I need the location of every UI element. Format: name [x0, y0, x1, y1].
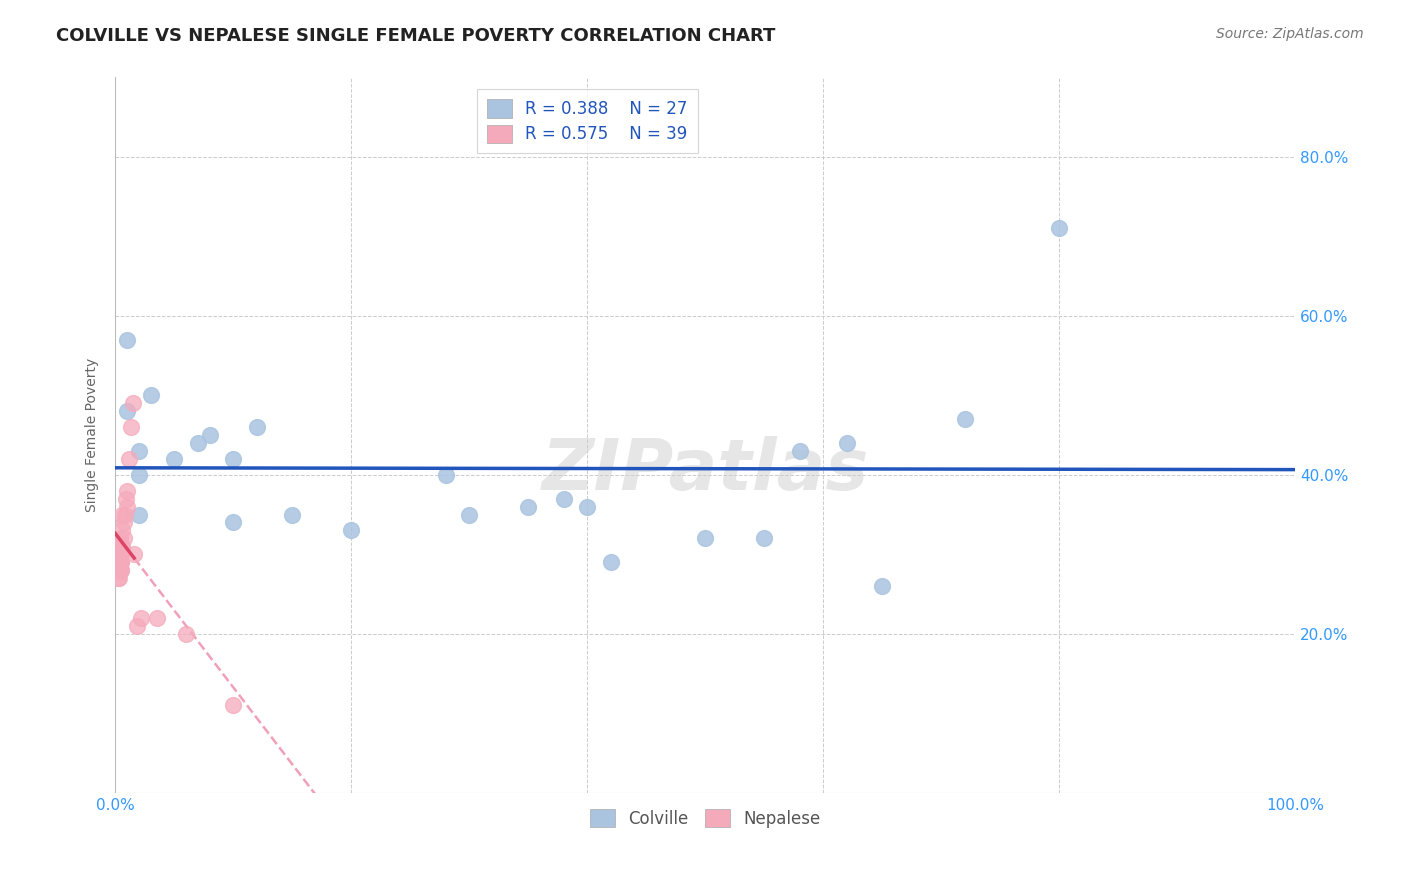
Point [122, 396, 145, 410]
Point [122, 547, 145, 561]
Point [108, 555, 131, 569]
Point [115, 500, 138, 514]
Point [600, 555, 623, 569]
Point [128, 467, 150, 482]
Y-axis label: Single Female Poverty: Single Female Poverty [86, 358, 100, 512]
Point [118, 451, 141, 466]
Point [110, 539, 132, 553]
Point [114, 508, 136, 522]
Point [110, 563, 132, 577]
Point [108, 563, 131, 577]
Point [695, 532, 717, 546]
Point [872, 579, 894, 593]
Point [281, 508, 304, 522]
Point [129, 611, 152, 625]
Legend: Colville, Nepalese: Colville, Nepalese [583, 803, 828, 834]
Point [125, 619, 148, 633]
Point [128, 444, 150, 458]
Point [198, 428, 221, 442]
Point [340, 524, 363, 538]
Text: ZIPatlas: ZIPatlas [541, 436, 869, 505]
Point [953, 412, 976, 426]
Point [108, 563, 131, 577]
Point [111, 539, 134, 553]
Point [222, 516, 245, 530]
Point [163, 451, 186, 466]
Point [187, 436, 209, 450]
Point [139, 388, 162, 402]
Point [115, 333, 138, 347]
Point [112, 516, 135, 530]
Point [120, 420, 142, 434]
Point [108, 571, 131, 585]
Point [108, 532, 131, 546]
Point [108, 563, 131, 577]
Point [789, 444, 811, 458]
Point [222, 451, 245, 466]
Point [108, 555, 131, 569]
Point [145, 611, 167, 625]
Point [111, 524, 134, 538]
Point [110, 555, 132, 569]
Point [107, 555, 129, 569]
Point [110, 555, 132, 569]
Point [108, 539, 131, 553]
Text: Source: ZipAtlas.com: Source: ZipAtlas.com [1216, 27, 1364, 41]
Point [835, 436, 858, 450]
Point [434, 467, 457, 482]
Point [108, 555, 131, 569]
Point [222, 698, 245, 713]
Point [517, 500, 540, 514]
Point [111, 508, 134, 522]
Point [115, 404, 138, 418]
Point [1049, 221, 1071, 235]
Point [107, 571, 129, 585]
Point [553, 491, 575, 506]
Point [576, 500, 599, 514]
Point [128, 508, 150, 522]
Point [115, 491, 138, 506]
Point [108, 547, 131, 561]
Text: COLVILLE VS NEPALESE SINGLE FEMALE POVERTY CORRELATION CHART: COLVILLE VS NEPALESE SINGLE FEMALE POVER… [56, 27, 776, 45]
Point [110, 547, 132, 561]
Point [458, 508, 481, 522]
Point [110, 539, 132, 553]
Point [112, 532, 135, 546]
Point [754, 532, 776, 546]
Point [110, 563, 132, 577]
Point [246, 420, 269, 434]
Point [108, 547, 131, 561]
Point [115, 483, 138, 498]
Point [107, 547, 129, 561]
Point [174, 626, 197, 640]
